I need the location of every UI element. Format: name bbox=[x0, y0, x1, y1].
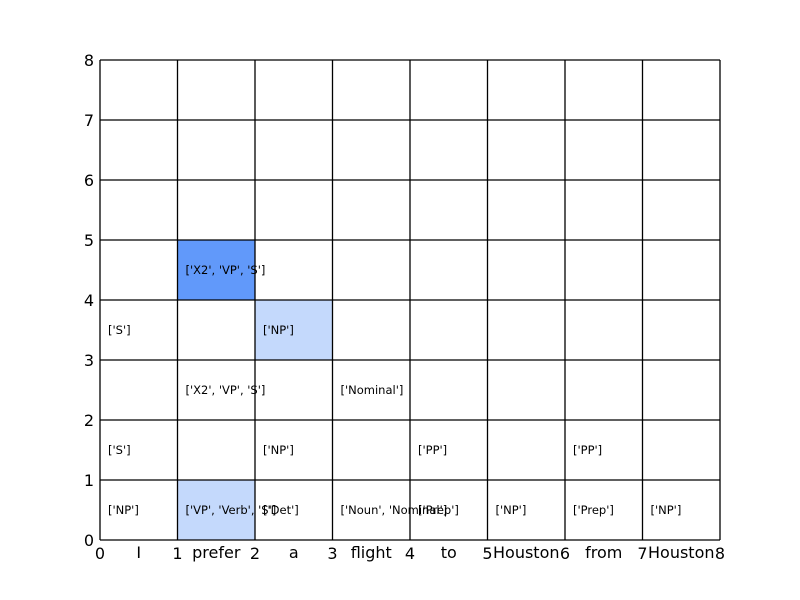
sentence-word: Houston bbox=[493, 543, 560, 562]
sentence-word: a bbox=[289, 543, 299, 562]
x-tick-label: 2 bbox=[250, 544, 260, 563]
grid-lines bbox=[99, 59, 721, 541]
cell-label: ['NP'] bbox=[496, 503, 527, 517]
cell-label: ['Prep'] bbox=[573, 503, 614, 517]
cell-label: ['Det'] bbox=[263, 503, 299, 517]
highlight-cell-1-4 bbox=[177, 240, 255, 300]
cell-label: ['X2', 'VP', 'S'] bbox=[186, 263, 266, 277]
y-tick-label: 3 bbox=[84, 351, 94, 370]
x-axis-ticks: 0 1 2 3 4 5 6 7 8 bbox=[95, 544, 725, 563]
highlight-layer bbox=[177, 240, 333, 540]
y-tick-label: 0 bbox=[84, 531, 94, 550]
cell-label: ['VP', 'Verb', 'S'] bbox=[186, 503, 277, 517]
x-tick-label: 8 bbox=[715, 544, 725, 563]
y-tick-label: 7 bbox=[84, 111, 94, 130]
y-tick-label: 5 bbox=[84, 231, 94, 250]
sentence-word: I bbox=[136, 543, 141, 562]
y-axis-ticks: 0 1 2 3 4 5 6 7 8 bbox=[84, 51, 94, 550]
sentence-word: prefer bbox=[192, 543, 241, 562]
cell-label: ['PP'] bbox=[573, 443, 602, 457]
sentence-word: from bbox=[585, 543, 622, 562]
cell-label: ['X2', 'VP', 'S'] bbox=[186, 383, 266, 397]
y-tick-label: 1 bbox=[84, 471, 94, 490]
cell-label: ['Prep'] bbox=[418, 503, 459, 517]
x-tick-label: 0 bbox=[95, 544, 105, 563]
x-tick-label: 1 bbox=[172, 544, 182, 563]
cell-label: ['S'] bbox=[108, 443, 131, 457]
x-tick-label: 5 bbox=[482, 544, 492, 563]
y-tick-label: 6 bbox=[84, 171, 94, 190]
x-tick-label: 7 bbox=[637, 544, 647, 563]
y-tick-label: 4 bbox=[84, 291, 94, 310]
cell-label: ['Nominal'] bbox=[341, 383, 404, 397]
highlight-cell-2-3 bbox=[255, 300, 333, 360]
x-tick-label: 4 bbox=[405, 544, 415, 563]
cell-label: ['NP'] bbox=[108, 503, 139, 517]
highlight-cell-1-0 bbox=[177, 480, 255, 540]
cell-label: ['NP'] bbox=[263, 443, 294, 457]
cell-label: ['NP'] bbox=[263, 323, 294, 337]
y-tick-label: 2 bbox=[84, 411, 94, 430]
y-tick-label: 8 bbox=[84, 51, 94, 70]
sentence-word: Houston bbox=[648, 543, 715, 562]
x-tick-label: 6 bbox=[560, 544, 570, 563]
cell-label: ['Noun', 'Nominal'] bbox=[341, 503, 448, 517]
cell-label: ['NP'] bbox=[651, 503, 682, 517]
sentence-word: to bbox=[441, 543, 457, 562]
cell-label: ['S'] bbox=[108, 323, 131, 337]
cell-labels: ['NP'] ['VP', 'Verb', 'S']['Det'] ['Noun',… bbox=[108, 263, 681, 517]
sentence-word: flight bbox=[351, 543, 392, 562]
cell-label: ['PP'] bbox=[418, 443, 447, 457]
x-tick-label: 3 bbox=[327, 544, 337, 563]
